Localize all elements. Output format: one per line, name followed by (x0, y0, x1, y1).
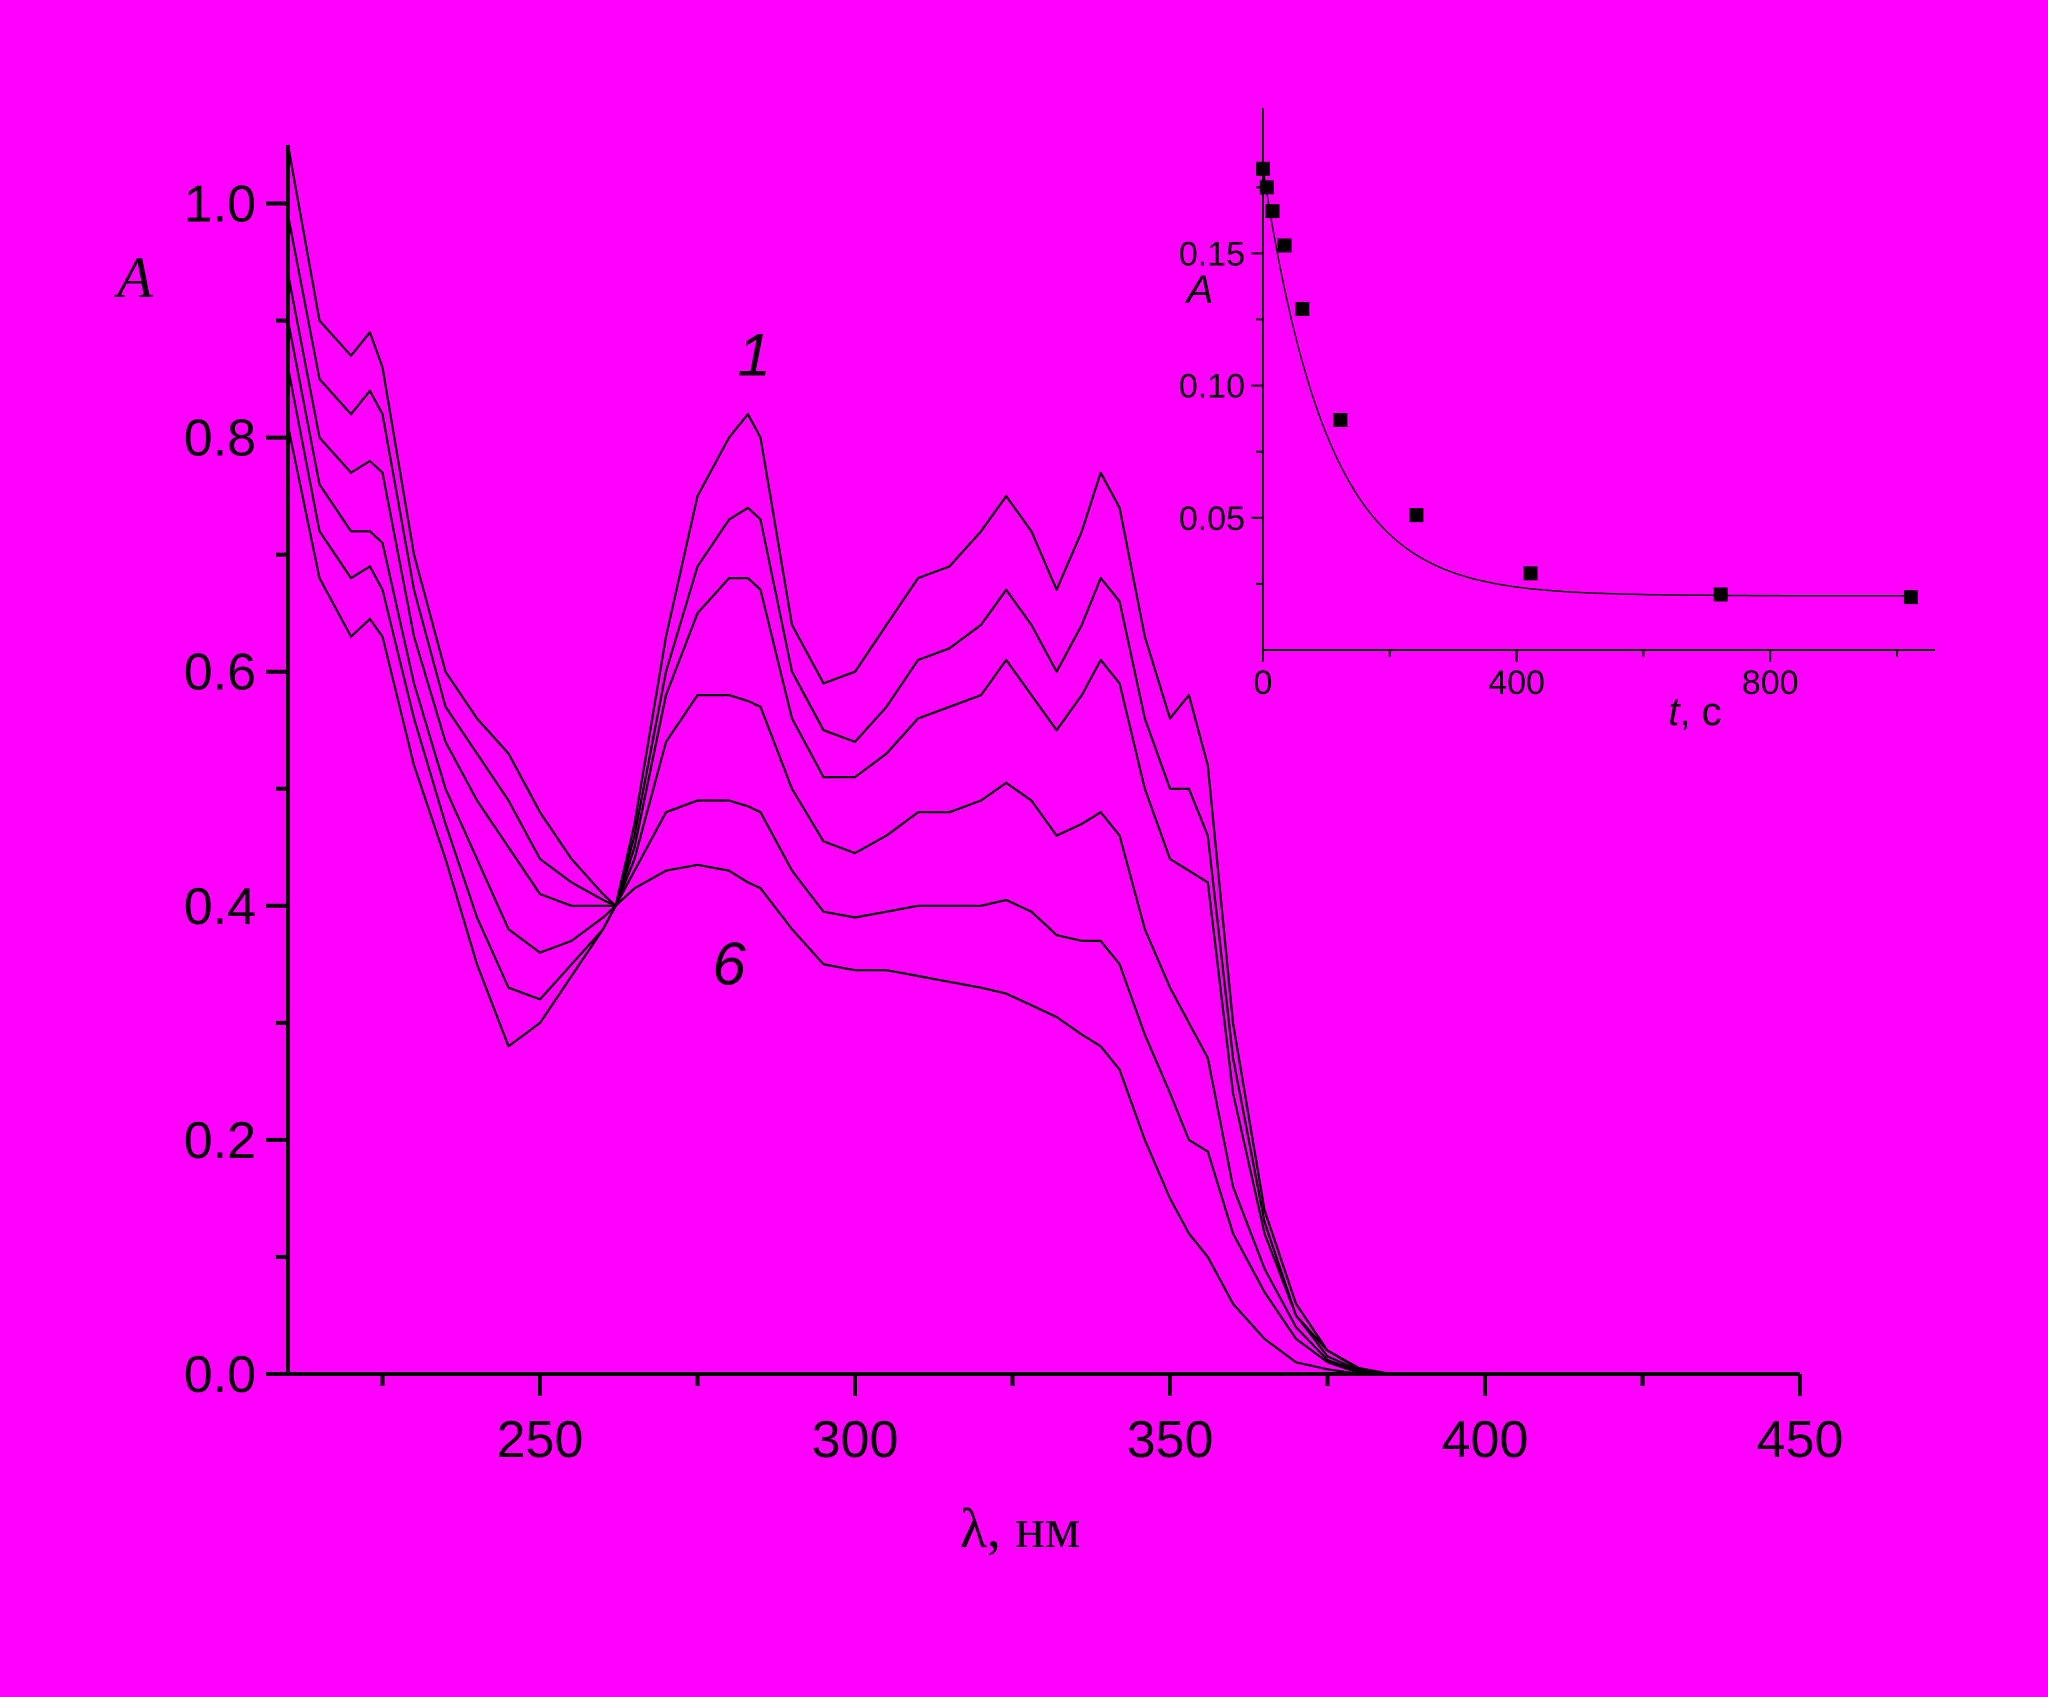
y-tick-label: 0.0 (184, 1346, 256, 1404)
y-tick-label: 0.4 (184, 878, 256, 936)
curve-number-label: 6 (712, 930, 746, 997)
inset-y-tick-label: 0.10 (1179, 368, 1245, 406)
inset-data-point (1523, 566, 1538, 581)
spectrum-curve-3 (286, 273, 1800, 1376)
inset-x-tick-label: 800 (1742, 664, 1799, 702)
y-tick-label: 0.6 (184, 644, 256, 702)
x-tick-label: 300 (812, 1411, 899, 1469)
inset-x-axis-title: t, c (1668, 690, 1721, 734)
y-tick-label: 1.0 (184, 176, 256, 234)
x-tick-label: 450 (1757, 1411, 1844, 1469)
spectrum-curve-4 (286, 320, 1800, 1376)
inset-fit-curve (1262, 168, 1916, 597)
inset-y-tick-label: 0.05 (1179, 500, 1245, 538)
x-tick-label: 350 (1127, 1411, 1214, 1469)
inset-data-point (1256, 161, 1270, 176)
inset-data-point (1265, 204, 1280, 219)
inset-x-tick-label: 0 (1254, 664, 1273, 702)
main-plot: 250 300 350 400 450 0.0 0.2 0.4 0.6 0.8 1.0 Aλ, нм 1… (113, 144, 1844, 1560)
inset-data-point (1277, 238, 1292, 253)
inset-data-point (1409, 508, 1424, 523)
x-axis-title: λ, нм (960, 1498, 1081, 1560)
inset-data-point (1295, 301, 1310, 316)
spectrum-curve-5 (286, 367, 1800, 1376)
y-tick-label: 0.2 (184, 1112, 256, 1170)
x-tick-label: 250 (497, 1411, 584, 1469)
inset-y-axis-title: A (1185, 268, 1214, 312)
inset-x-tick-label: 400 (1488, 664, 1545, 702)
spectrum-curve-6 (286, 425, 1800, 1376)
inset-data-point (1903, 590, 1918, 605)
curve-number-label: 1 (738, 322, 771, 389)
inset-y-tick-label: 0.15 (1179, 235, 1245, 273)
inset-data-point (1259, 180, 1274, 195)
x-tick-label: 400 (1442, 1411, 1529, 1469)
y-axis-title: A (113, 245, 153, 310)
inset-data-point (1333, 412, 1348, 427)
inset-data-point (1713, 587, 1728, 602)
spectrum-curve-1 (286, 144, 1800, 1376)
y-tick-label: 0.8 (184, 410, 256, 468)
spectrum-curve-2 (286, 214, 1800, 1376)
